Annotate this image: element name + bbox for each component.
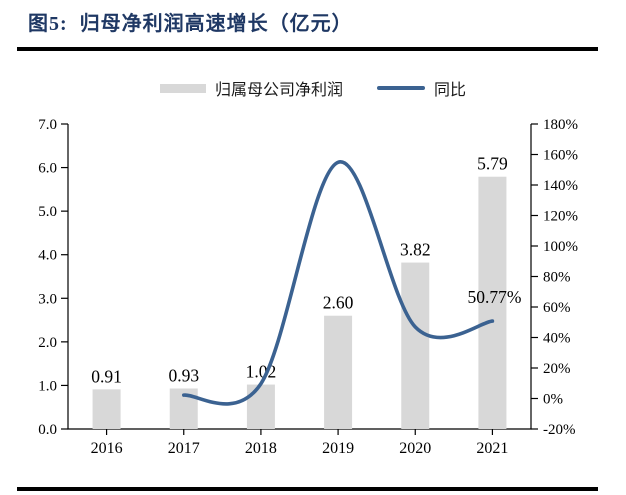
bar-label-2016: 0.91: [91, 366, 122, 386]
chart-legend: 归属母公司净利润 同比: [0, 76, 626, 100]
right-axis-label: 40%: [543, 331, 571, 347]
x-axis-label: 2021: [476, 440, 508, 457]
bar-2021: [478, 176, 507, 429]
bar-2016: [92, 389, 121, 429]
bar-2018: [246, 384, 275, 429]
bar-2020: [401, 262, 430, 429]
right-axis-label: 80%: [543, 270, 571, 286]
right-axis-label: 20%: [543, 361, 571, 377]
right-axis-label: 140%: [543, 178, 578, 194]
left-axis-label: 0.0: [38, 422, 57, 438]
line-point-label: 50.77%: [467, 287, 521, 307]
left-axis-label: 5.0: [38, 204, 57, 220]
axis-frame: [67, 124, 532, 430]
bar-label-2017: 0.93: [168, 365, 199, 385]
right-axis-label: -20%: [543, 422, 576, 438]
yoy-line: [182, 160, 495, 406]
x-axis-label: 2016: [91, 440, 123, 457]
legend-item-line: 同比: [377, 76, 466, 100]
bar-label-2020: 3.82: [400, 240, 431, 260]
legend-item-bar: 归属母公司净利润: [159, 76, 343, 100]
right-axis-label: 100%: [543, 239, 578, 255]
bar-swatch-icon: [159, 83, 206, 93]
right-axis-label: 0%: [543, 392, 563, 408]
figure-title: 图5: 归母净利润高速增长（亿元）: [28, 13, 353, 35]
line-swatch-icon: [377, 86, 425, 90]
bar-label-2019: 2.60: [323, 293, 354, 313]
right-axis-label: 180%: [543, 117, 578, 133]
x-axis-label: 2019: [322, 440, 354, 457]
bar-2017: [169, 388, 198, 429]
legend-label-line: 同比: [434, 82, 467, 99]
left-axis-label: 1.0: [38, 378, 57, 394]
x-axis-label: 2020: [399, 440, 431, 457]
x-axis-label: 2017: [168, 440, 200, 457]
bottom-divider: [17, 487, 598, 491]
left-axis-label: 4.0: [38, 248, 57, 264]
left-axis-label: 7.0: [38, 117, 57, 133]
bar-2019: [324, 315, 353, 429]
legend-label-bar: 归属母公司净利润: [214, 82, 343, 99]
x-axis-label: 2018: [245, 440, 277, 457]
left-axis-label: 3.0: [38, 291, 57, 307]
left-axis-label: 6.0: [38, 161, 57, 177]
left-axis-label: 2.0: [38, 335, 57, 351]
right-axis-label: 160%: [543, 148, 578, 164]
right-axis-label: 60%: [543, 300, 571, 316]
bar-label-2018: 1.02: [246, 362, 277, 382]
bar-label-2021: 5.79: [477, 154, 508, 174]
title-divider: [17, 47, 598, 51]
right-axis-label: 120%: [543, 209, 578, 225]
